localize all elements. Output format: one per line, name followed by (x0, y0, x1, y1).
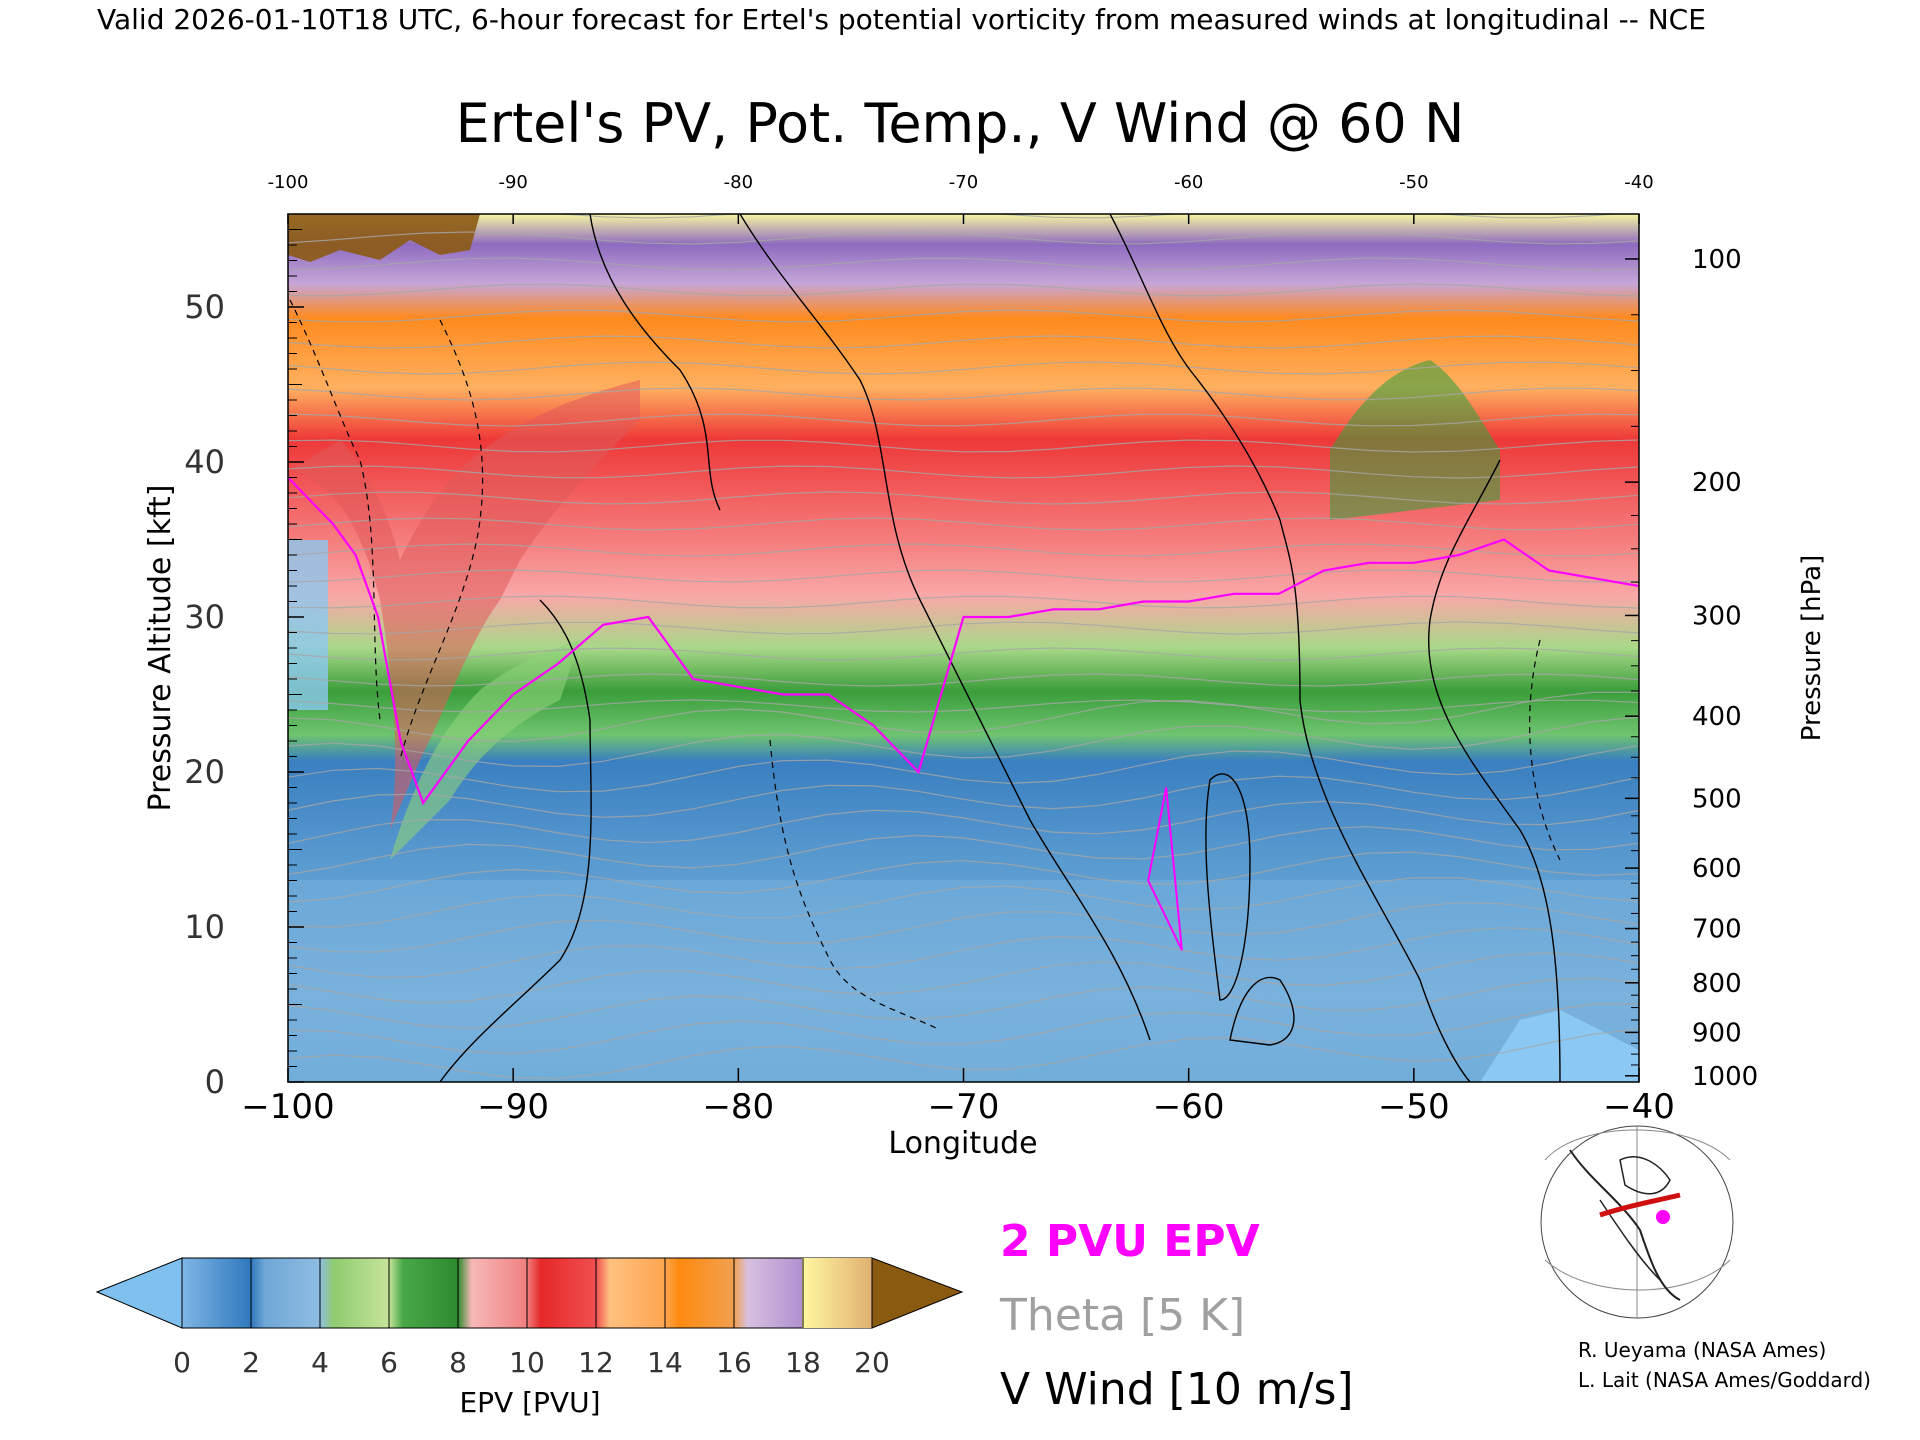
x-tick-label-bottom: −40 (1603, 1087, 1675, 1127)
colorbar-tick-label: 14 (647, 1346, 683, 1379)
colorbar-tick-label: 6 (380, 1346, 398, 1379)
y-axis-label-left: Pressure Altitude [kft] (143, 485, 178, 812)
y-tick-label-left: 30 (184, 598, 225, 636)
colorbar-tick-label: 20 (854, 1346, 890, 1379)
y-tick-label-right: 800 (1692, 969, 1742, 999)
x-tick-label-bottom: −60 (1153, 1087, 1225, 1127)
credit-line-1: R. Ueyama (NASA Ames) (1578, 1338, 1826, 1362)
legend-vwind: V Wind [10 m/s] (1000, 1364, 1354, 1415)
y-tick-label-right: 500 (1692, 784, 1742, 814)
pv2-contour (288, 476, 1639, 951)
x-tick-label-bottom: −70 (928, 1087, 1000, 1127)
credit-line-2: L. Lait (NASA Ames/Goddard) (1578, 1368, 1871, 1392)
x-tick-label-top: -80 (724, 172, 753, 193)
y-tick-label-left: 50 (184, 288, 225, 326)
header-text: Valid 2026-01-10T18 UTC, 6-hour forecast… (97, 3, 1706, 36)
y-tick-label-right: 600 (1692, 854, 1742, 884)
y-tick-label-left: 40 (184, 443, 225, 481)
colorbar-over-triangle (871, 1257, 964, 1329)
y-tick-label-right: 400 (1692, 702, 1742, 732)
colorbar-label: EPV [PVU] (459, 1386, 600, 1419)
colorbar-tick-label: 18 (785, 1346, 821, 1379)
y-axis-label-right: Pressure [hPa] (1797, 555, 1827, 742)
colorbar-tick-label: 16 (716, 1346, 752, 1379)
chart-title: Ertel's PV, Pot. Temp., V Wind @ 60 N (456, 92, 1465, 155)
y-tick-label-left: 0 (205, 1063, 225, 1101)
y-tick-label-right: 1000 (1692, 1062, 1758, 1092)
colorbar-tick-label: 8 (449, 1346, 467, 1379)
colorbar-tick-label: 10 (509, 1346, 545, 1379)
x-tick-label-top: -60 (1174, 172, 1203, 193)
colorbar: 0 2 4 6 8 10 12 14 16 18 20 EPV [PVU] (95, 1257, 964, 1419)
theta-contours (288, 214, 1639, 1080)
axes: −100 -100 −90 -90 −80 -80 −70 -70 −60 -60 −50 -50 −4… (184, 172, 1758, 1127)
x-axis-label: Longitude (888, 1126, 1037, 1161)
legend-theta: Theta [5 K] (999, 1290, 1245, 1341)
x-tick-label-bottom: −80 (702, 1087, 774, 1127)
x-tick-label-top: -100 (268, 172, 309, 193)
x-tick-label-bottom: −50 (1378, 1087, 1450, 1127)
y-tick-label-right: 200 (1692, 468, 1742, 498)
x-tick-label-top: -90 (498, 172, 527, 193)
x-tick-label-top: -70 (949, 172, 978, 193)
y-tick-label-right: 100 (1692, 245, 1742, 275)
colorbar-tick-label: 0 (173, 1346, 191, 1379)
x-tick-label-bottom: −90 (477, 1087, 549, 1127)
x-tick-label-top: -50 (1399, 172, 1428, 193)
colorbar-under-triangle (95, 1257, 183, 1329)
pv-field (288, 214, 1639, 1082)
legend-pv2: 2 PVU EPV (1000, 1216, 1260, 1267)
colorbar-tick-label: 12 (578, 1346, 614, 1379)
x-tick-label-bottom: −100 (241, 1087, 334, 1127)
x-tick-label-top: -40 (1624, 172, 1653, 193)
y-tick-label-right: 900 (1692, 1018, 1742, 1048)
colorbar-tick-label: 4 (311, 1346, 329, 1379)
inset-map (1540, 1125, 1734, 1319)
y-tick-label-left: 20 (184, 753, 225, 791)
y-tick-label-right: 700 (1692, 915, 1742, 945)
colorbar-tick-label: 2 (242, 1346, 260, 1379)
y-tick-label-left: 10 (184, 908, 225, 946)
y-tick-label-right: 300 (1692, 601, 1742, 631)
